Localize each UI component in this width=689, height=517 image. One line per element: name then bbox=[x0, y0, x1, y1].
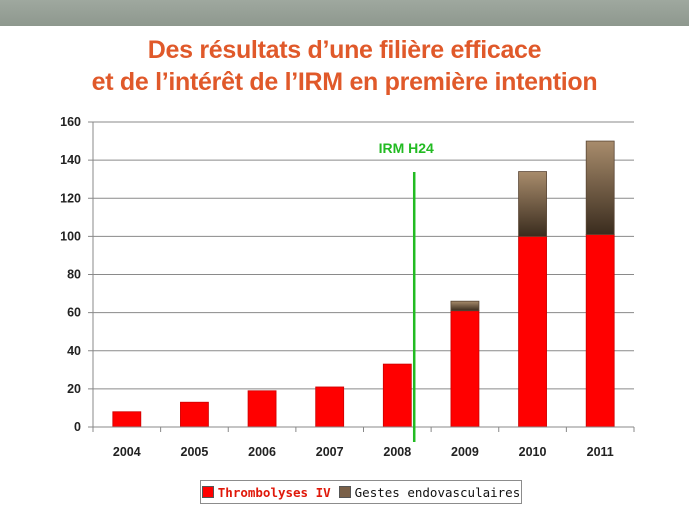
bars bbox=[112, 140, 615, 428]
legend-item-gestes: Gestes endovasculaires bbox=[338, 484, 521, 500]
legend-label-thrombolyses: Thrombolyses IV bbox=[217, 484, 331, 500]
y-tick-label: 20 bbox=[67, 382, 81, 396]
x-tick-label: 2008 bbox=[383, 445, 411, 459]
y-tick-label: 60 bbox=[67, 306, 81, 320]
x-tick-label: 2009 bbox=[451, 445, 479, 459]
axes: 0 20 40 60 80 100 120 140 160 2004 2005 2006 2007 200… bbox=[60, 115, 635, 459]
bar-thrombolyses bbox=[382, 363, 412, 428]
title-line-1: Des résultats d’une filière efficace bbox=[147, 36, 542, 64]
y-tick-label: 0 bbox=[74, 420, 81, 434]
y-tick-label: 100 bbox=[60, 229, 81, 243]
legend-swatch-red bbox=[201, 486, 214, 498]
bar-gestes bbox=[450, 300, 480, 312]
bar-thrombolyses bbox=[585, 234, 615, 428]
chart-legend: Thrombolyses IV Gestes endovasculaires bbox=[200, 480, 522, 504]
y-tick-label: 40 bbox=[67, 344, 81, 358]
bar-thrombolyses bbox=[518, 235, 547, 428]
x-tick-label: 2006 bbox=[248, 445, 276, 459]
legend-item-thrombolyses: Thrombolyses IV bbox=[201, 484, 331, 500]
bar-gestes bbox=[518, 171, 547, 237]
slide-top-bar bbox=[0, 0, 689, 26]
slide-title: Des résultats d’une filière efficace et … bbox=[0, 34, 689, 98]
bar-thrombolyses bbox=[112, 411, 142, 428]
legend-label-gestes: Gestes endovasculaires bbox=[354, 484, 521, 500]
x-tick-label: 2004 bbox=[113, 445, 141, 459]
x-tick-label: 2011 bbox=[587, 445, 614, 459]
x-tick-label: 2010 bbox=[519, 445, 547, 459]
bar-thrombolyses bbox=[450, 310, 480, 428]
title-line-2: et de l’intérêt de l’IRM en première int… bbox=[91, 68, 598, 96]
y-tick-label: 140 bbox=[60, 153, 81, 167]
bar-thrombolyses bbox=[247, 390, 277, 428]
x-tick-label: 2007 bbox=[316, 445, 344, 459]
y-tick-label: 160 bbox=[60, 115, 81, 129]
irm-h24-label: IRM H24 bbox=[379, 140, 434, 156]
bar-gestes bbox=[585, 140, 615, 235]
annotation: IRM H24 bbox=[379, 140, 434, 442]
bar-thrombolyses bbox=[180, 401, 209, 428]
bar-thrombolyses bbox=[315, 386, 345, 428]
x-tick-label: 2005 bbox=[181, 445, 209, 459]
legend-swatch-brown bbox=[338, 486, 351, 498]
grid bbox=[93, 121, 634, 390]
y-tick-label: 80 bbox=[67, 268, 81, 282]
y-tick-label: 120 bbox=[60, 191, 81, 205]
